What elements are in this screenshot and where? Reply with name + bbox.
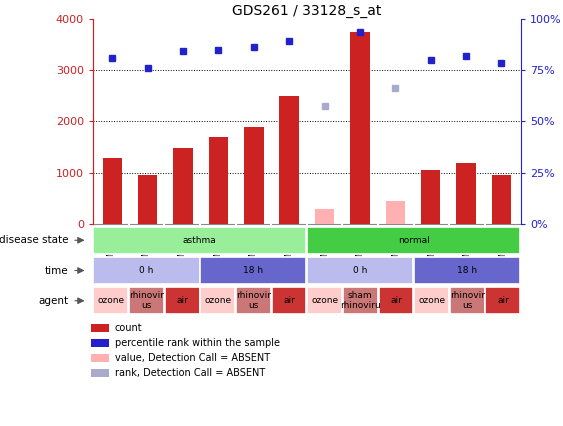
Bar xyxy=(485,288,520,314)
Text: ozone: ozone xyxy=(204,296,231,305)
Bar xyxy=(244,127,263,224)
Text: GSM3912: GSM3912 xyxy=(213,224,222,268)
Bar xyxy=(93,288,128,314)
Bar xyxy=(102,158,122,224)
Text: GSM3916: GSM3916 xyxy=(391,224,400,268)
Text: rhinovir
us: rhinovir us xyxy=(450,291,485,311)
Text: sham
rhinoviru: sham rhinoviru xyxy=(340,291,381,311)
Bar xyxy=(91,339,109,347)
Bar xyxy=(279,96,299,224)
Bar xyxy=(307,227,520,253)
Text: 0 h: 0 h xyxy=(139,266,154,275)
Text: ozone: ozone xyxy=(418,296,445,305)
Text: time: time xyxy=(45,265,69,276)
Text: GSM3915: GSM3915 xyxy=(356,224,365,268)
Bar xyxy=(414,257,520,284)
Bar xyxy=(386,201,405,224)
Text: GSM3909: GSM3909 xyxy=(177,224,186,268)
Bar xyxy=(173,148,193,224)
Bar xyxy=(200,257,306,284)
Bar xyxy=(129,288,164,314)
Bar xyxy=(91,369,109,377)
Bar xyxy=(343,288,378,314)
Bar xyxy=(91,324,109,332)
Bar xyxy=(307,257,413,284)
Text: 0 h: 0 h xyxy=(353,266,368,275)
Text: GSM3910: GSM3910 xyxy=(284,224,293,268)
Text: ozone: ozone xyxy=(97,296,124,305)
Bar xyxy=(271,288,306,314)
Bar xyxy=(236,288,271,314)
Text: GSM3911: GSM3911 xyxy=(106,224,115,268)
Bar xyxy=(456,163,476,224)
Text: GSM3914: GSM3914 xyxy=(249,224,258,268)
Bar xyxy=(138,175,158,224)
Bar xyxy=(93,257,199,284)
Text: value, Detection Call = ABSENT: value, Detection Call = ABSENT xyxy=(115,353,270,363)
Text: air: air xyxy=(283,296,295,305)
Bar xyxy=(378,288,413,314)
Text: agent: agent xyxy=(38,296,69,306)
Text: GSM3920: GSM3920 xyxy=(463,224,472,268)
Text: GSM3919: GSM3919 xyxy=(427,224,436,268)
Text: air: air xyxy=(497,296,509,305)
Text: asthma: asthma xyxy=(183,236,217,245)
Title: GDS261 / 33128_s_at: GDS261 / 33128_s_at xyxy=(232,4,382,18)
Bar xyxy=(450,288,485,314)
Text: rhinovir
us: rhinovir us xyxy=(236,291,271,311)
Text: rhinovir
us: rhinovir us xyxy=(129,291,164,311)
Bar xyxy=(315,209,334,224)
Bar xyxy=(164,288,199,314)
Text: air: air xyxy=(390,296,402,305)
Text: GSM3917: GSM3917 xyxy=(498,224,507,268)
Text: GSM3913: GSM3913 xyxy=(142,224,151,268)
Text: air: air xyxy=(176,296,188,305)
Bar xyxy=(91,354,109,362)
Text: 18 h: 18 h xyxy=(243,266,263,275)
Bar xyxy=(491,175,511,224)
Bar xyxy=(93,227,306,253)
Bar xyxy=(421,170,440,224)
Bar xyxy=(414,288,449,314)
Text: normal: normal xyxy=(398,236,430,245)
Bar xyxy=(209,137,228,224)
Text: count: count xyxy=(115,323,142,333)
Text: percentile rank within the sample: percentile rank within the sample xyxy=(115,338,280,348)
Bar xyxy=(200,288,235,314)
Text: disease state: disease state xyxy=(0,235,69,245)
Bar xyxy=(307,288,342,314)
Text: ozone: ozone xyxy=(311,296,338,305)
Text: 18 h: 18 h xyxy=(457,266,477,275)
Bar xyxy=(350,32,369,224)
Text: rank, Detection Call = ABSENT: rank, Detection Call = ABSENT xyxy=(115,368,265,378)
Text: GSM3918: GSM3918 xyxy=(320,224,329,268)
